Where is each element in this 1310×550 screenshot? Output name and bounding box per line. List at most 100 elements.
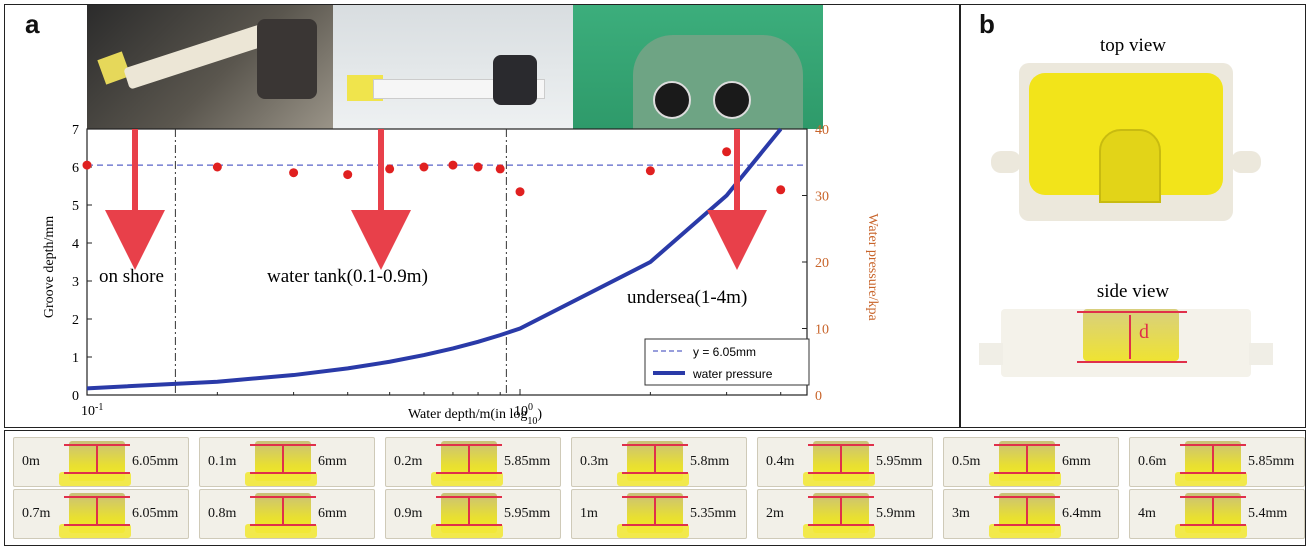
x-axis-label: Water depth/m(in log10) bbox=[408, 407, 542, 427]
sample-depth-label: 0.8m bbox=[208, 506, 237, 521]
y-right-tick-label: 30 bbox=[815, 190, 829, 205]
panel-a: a 0 1 2 3 4 5 6 7 0 10 20 30 40 10-1 100 on shore wate… bbox=[4, 4, 960, 428]
sample-card: 0.9m 5.95mm bbox=[385, 489, 561, 539]
yellow-fill bbox=[59, 524, 131, 538]
yellow-fill bbox=[617, 524, 689, 538]
side-view-label: side view bbox=[1096, 281, 1170, 302]
groove-depth-chart: 0 1 2 3 4 5 6 7 0 10 20 30 40 10-1 100 on shore water … bbox=[42, 123, 880, 427]
sample-depth-label: 0.4m bbox=[766, 454, 795, 469]
yellow-fill bbox=[989, 524, 1061, 538]
annotation-undersea: undersea(1-4m) bbox=[627, 287, 747, 308]
groove-depth-point bbox=[212, 162, 222, 172]
depth-arrow bbox=[96, 444, 98, 474]
sample-depth-label: 0.7m bbox=[22, 506, 51, 521]
yellow-fill bbox=[59, 472, 131, 486]
depth-arrow bbox=[282, 496, 284, 526]
depth-arrow bbox=[468, 496, 470, 526]
y-left-tick-label: 4 bbox=[72, 237, 79, 252]
sample-value-label: 5.9mm bbox=[876, 506, 916, 521]
depth-arrow bbox=[654, 444, 656, 474]
groove-depth-point bbox=[776, 185, 786, 195]
y-left-tick-label: 2 bbox=[72, 313, 79, 328]
annotation-on-shore: on shore bbox=[99, 266, 164, 287]
top-view-label: top view bbox=[1100, 35, 1166, 56]
depth-arrow bbox=[840, 496, 842, 526]
depth-arrow bbox=[468, 444, 470, 474]
groove-depth-point bbox=[722, 147, 732, 157]
y-right-tick-label: 40 bbox=[815, 123, 829, 138]
sample-card: 0.8m 6mm bbox=[199, 489, 375, 539]
sample-depth-label: 0.1m bbox=[208, 454, 237, 469]
d-label: d bbox=[1139, 321, 1149, 343]
photo-on-shore bbox=[87, 5, 333, 129]
y-left-tick-label: 5 bbox=[72, 199, 79, 214]
sample-depth-label: 2m bbox=[766, 506, 784, 521]
y-right-tick-label: 10 bbox=[815, 323, 829, 338]
sample-depth-label: 3m bbox=[952, 506, 970, 521]
groove-depth-point bbox=[645, 166, 655, 176]
sample-value-label: 6.05mm bbox=[132, 506, 179, 521]
water-pressure-line bbox=[86, 127, 783, 391]
y-right-axis-label: Water pressure/kpa bbox=[865, 213, 880, 321]
sample-value-label: 6mm bbox=[1062, 454, 1091, 469]
groove-depth-point bbox=[343, 170, 353, 180]
sample-value-label: 5.85mm bbox=[504, 454, 551, 469]
top-view-photo bbox=[991, 63, 1261, 221]
sample-value-label: 5.4mm bbox=[1248, 506, 1288, 521]
yellow-fill bbox=[1175, 524, 1247, 538]
sample-value-label: 5.95mm bbox=[504, 506, 551, 521]
photo-undersea bbox=[573, 5, 823, 129]
sample-depth-label: 0.3m bbox=[580, 454, 609, 469]
legend-entry-water-pressure: water pressure bbox=[692, 367, 773, 381]
sample-card: 1m 5.35mm bbox=[571, 489, 747, 539]
photo-water-tank bbox=[333, 5, 573, 129]
sample-depth-label: 0.2m bbox=[394, 454, 423, 469]
y-left-tick-label: 7 bbox=[72, 123, 79, 138]
sample-card: 0.4m 5.95mm bbox=[757, 437, 933, 487]
depth-arrow bbox=[654, 496, 656, 526]
groove-depth-point bbox=[419, 162, 429, 172]
sample-strip: 0m 6.05mm 0.1m 6mm 0.2m 5.85mm 0.3m 5.8mm 0.4m 5.… bbox=[4, 430, 1306, 546]
groove-depth-point bbox=[515, 187, 525, 197]
yellow-fill bbox=[803, 524, 875, 538]
y-right-tick-label: 20 bbox=[815, 256, 829, 271]
yellow-fill bbox=[989, 472, 1061, 486]
depth-arrow bbox=[1212, 496, 1214, 526]
depth-arrow bbox=[282, 444, 284, 474]
sample-depth-label: 0.9m bbox=[394, 506, 423, 521]
sample-value-label: 5.95mm bbox=[876, 454, 923, 469]
y-left-tick-label: 3 bbox=[72, 275, 79, 290]
yellow-fill bbox=[617, 472, 689, 486]
depth-arrow bbox=[840, 444, 842, 474]
legend-entry-reference: y = 6.05mm bbox=[693, 345, 756, 359]
sample-value-label: 6.4mm bbox=[1062, 506, 1102, 521]
sample-value-label: 6mm bbox=[318, 454, 347, 469]
sample-depth-label: 0m bbox=[22, 454, 40, 469]
y-left-axis-label: Groove depth/mm bbox=[42, 216, 57, 318]
depth-arrow bbox=[1026, 444, 1028, 474]
y-left-tick-label: 0 bbox=[72, 389, 79, 404]
sample-value-label: 6mm bbox=[318, 506, 347, 521]
panel-a-label: a bbox=[25, 9, 40, 39]
sample-card: 0.7m 6.05mm bbox=[13, 489, 189, 539]
x-tick-label: 100 bbox=[514, 402, 533, 420]
sample-card: 0.2m 5.85mm bbox=[385, 437, 561, 487]
groove-depth-point bbox=[495, 164, 505, 174]
legend: y = 6.05mm water pressure bbox=[644, 338, 810, 386]
yellow-fill bbox=[431, 472, 503, 486]
sample-card: 3m 6.4mm bbox=[943, 489, 1119, 539]
sample-depth-label: 0.5m bbox=[952, 454, 981, 469]
side-view-photo: d bbox=[979, 309, 1273, 377]
annotation-water-tank: water tank(0.1-0.9m) bbox=[267, 266, 428, 287]
groove-depth-point bbox=[82, 160, 92, 170]
groove-depth-point bbox=[473, 162, 483, 172]
depth-arrow bbox=[96, 496, 98, 526]
groove-depth-point bbox=[448, 160, 458, 170]
sample-value-label: 5.35mm bbox=[690, 506, 737, 521]
sample-value-label: 6.05mm bbox=[132, 454, 179, 469]
yellow-fill bbox=[245, 524, 317, 538]
depth-arrow bbox=[1212, 444, 1214, 474]
sample-depth-label: 1m bbox=[580, 506, 598, 521]
y-left-tick-label: 1 bbox=[72, 351, 79, 366]
sample-card: 4m 5.4mm bbox=[1129, 489, 1305, 539]
